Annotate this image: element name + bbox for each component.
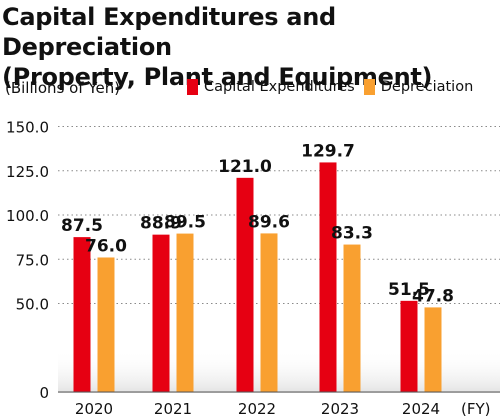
x-tick-label-2023: 2023 xyxy=(321,400,359,418)
x-tick-label-2021: 2021 xyxy=(154,400,192,418)
data-label-depreciation-2020: 76.0 xyxy=(85,236,127,256)
bar-depreciation-2023 xyxy=(343,244,361,392)
bar-depreciation-2021 xyxy=(176,233,194,392)
bar-capital-expenditures-2024 xyxy=(400,300,418,392)
legend-swatch-capital-expenditures xyxy=(187,79,198,95)
legend-label-depreciation: Depreciation xyxy=(380,79,474,95)
legend-item-depreciation: Depreciation xyxy=(363,79,474,95)
y-tick-label-75-0: 75.0 xyxy=(16,251,49,269)
chart-legend: Capital Expenditures Depreciation xyxy=(187,79,482,95)
y-axis-unit-label: (Billions of Yen) xyxy=(5,79,121,97)
data-labels: 87.576.0 88.989.5 121.0 89.6 129.7 83.3 51.547… xyxy=(61,141,454,306)
axes: 0 50.0 75.0 100.0 125.0 150.0 2020 2021 2022 2023… xyxy=(6,119,500,418)
data-label-capital-expenditures-2021: 88.9 xyxy=(140,214,182,234)
data-label-capital-expenditures-2022: 121.0 xyxy=(218,157,272,177)
data-label-depreciation-2022: 89.6 xyxy=(248,212,290,232)
bar-capital-expenditures-2022 xyxy=(236,177,254,392)
y-tick-label-100-0: 100.0 xyxy=(6,207,49,225)
data-label-depreciation-2021: 89.5 xyxy=(164,213,206,233)
legend-swatch-depreciation xyxy=(363,79,375,95)
bar-capital-expenditures-2021 xyxy=(152,234,170,392)
data-label-depreciation-2023: 83.3 xyxy=(331,224,373,244)
bar-depreciation-2020 xyxy=(97,257,115,392)
bar-depreciation-2022 xyxy=(260,233,278,392)
data-label-capital-expenditures-2020: 87.5 xyxy=(61,216,103,236)
chart-title-line-2: (Property, Plant and Equipment) xyxy=(2,63,433,91)
gridlines xyxy=(58,126,500,304)
legend-label-capital-expenditures: Capital Expenditures xyxy=(204,79,355,95)
bar-depreciation-2024 xyxy=(424,307,442,392)
data-label-capital-expenditures-2024: 51.5 xyxy=(388,280,430,300)
x-axis-unit-label: (FY) xyxy=(461,400,491,418)
x-tick-label-2020: 2020 xyxy=(75,400,113,418)
x-tick-label-2022: 2022 xyxy=(238,400,276,418)
bar-capital-expenditures-2020 xyxy=(73,237,91,392)
y-tick-label-50-0: 50.0 xyxy=(16,296,49,314)
y-tick-label-0: 0 xyxy=(39,384,49,402)
chart-title-line-1: Capital Expenditures and Depreciation xyxy=(2,3,336,61)
legend-item-capital-expenditures: Capital Expenditures xyxy=(187,79,355,95)
data-label-capital-expenditures-2023: 129.7 xyxy=(301,141,355,161)
x-tick-label-2024: 2024 xyxy=(402,400,440,418)
chart-title: Capital Expenditures and Depreciation (P… xyxy=(2,2,500,92)
data-label-depreciation-2024: 47.8 xyxy=(412,286,454,306)
bars xyxy=(73,162,442,392)
y-tick-label-125-0: 125.0 xyxy=(6,163,49,181)
bar-capital-expenditures-2023 xyxy=(319,162,337,392)
y-tick-label-150-0: 150.0 xyxy=(6,119,49,137)
